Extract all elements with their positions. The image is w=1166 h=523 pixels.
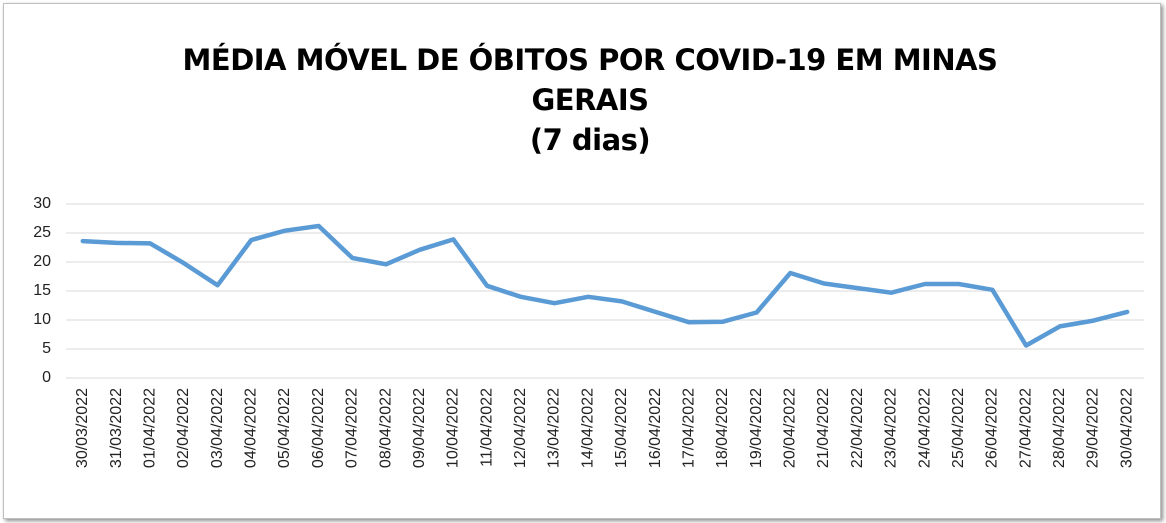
x-tick-label: 11/04/2022: [478, 388, 495, 467]
x-tick-label: 07/04/2022: [344, 388, 361, 468]
x-tick-label: 14/04/2022: [579, 388, 596, 468]
y-tick-label: 0: [42, 369, 51, 386]
x-tick-label: 16/04/2022: [647, 388, 664, 468]
x-tick-label: 25/04/2022: [950, 388, 967, 468]
x-tick-label: 15/04/2022: [613, 388, 630, 468]
y-tick-label: 10: [33, 311, 51, 328]
x-tick-label: 09/04/2022: [411, 388, 428, 468]
y-tick-label: 15: [33, 282, 51, 299]
x-tick-label: 22/04/2022: [849, 388, 866, 468]
x-tick-label: 05/04/2022: [276, 388, 293, 468]
y-tick-label: 30: [33, 195, 51, 212]
x-tick-label: 12/04/2022: [512, 388, 529, 468]
x-tick-label: 27/04/2022: [1017, 388, 1034, 468]
x-tick-label: 21/04/2022: [815, 388, 832, 468]
x-tick-label: 29/04/2022: [1085, 388, 1102, 468]
x-tick-label: 03/04/2022: [209, 388, 226, 468]
x-tick-label: 01/04/2022: [141, 388, 158, 468]
y-tick-label: 25: [33, 224, 51, 241]
x-tick-label: 24/04/2022: [916, 388, 933, 468]
x-tick-label: 02/04/2022: [175, 388, 192, 468]
chart-title: MÉDIA MÓVEL DE ÓBITOS POR COVID-19 EM MI…: [182, 43, 998, 157]
x-tick-label: 13/04/2022: [546, 388, 563, 468]
x-tick-label: 30/03/2022: [74, 388, 91, 468]
data-line: [80, 223, 1130, 348]
x-tick-label: 08/04/2022: [377, 388, 394, 468]
x-tick-label: 20/04/2022: [782, 388, 799, 468]
x-tick-label: 23/04/2022: [883, 388, 900, 468]
x-tick-label: 30/04/2022: [1118, 388, 1135, 468]
x-tick-label: 28/04/2022: [1051, 388, 1068, 468]
x-tick-label: 10/04/2022: [445, 388, 462, 468]
x-tick-label: 26/04/2022: [984, 388, 1001, 468]
x-tick-label: 18/04/2022: [714, 388, 731, 468]
x-tick-label: 31/03/2022: [108, 388, 125, 468]
y-tick-label: 20: [33, 253, 51, 270]
chart-frame: [3, 3, 1161, 519]
x-tick-label: 04/04/2022: [243, 388, 260, 468]
x-tick-label: 19/04/2022: [748, 388, 765, 468]
y-tick-label: 5: [42, 340, 51, 357]
x-tick-label: 06/04/2022: [310, 388, 327, 468]
x-tick-label: 17/04/2022: [680, 388, 697, 468]
